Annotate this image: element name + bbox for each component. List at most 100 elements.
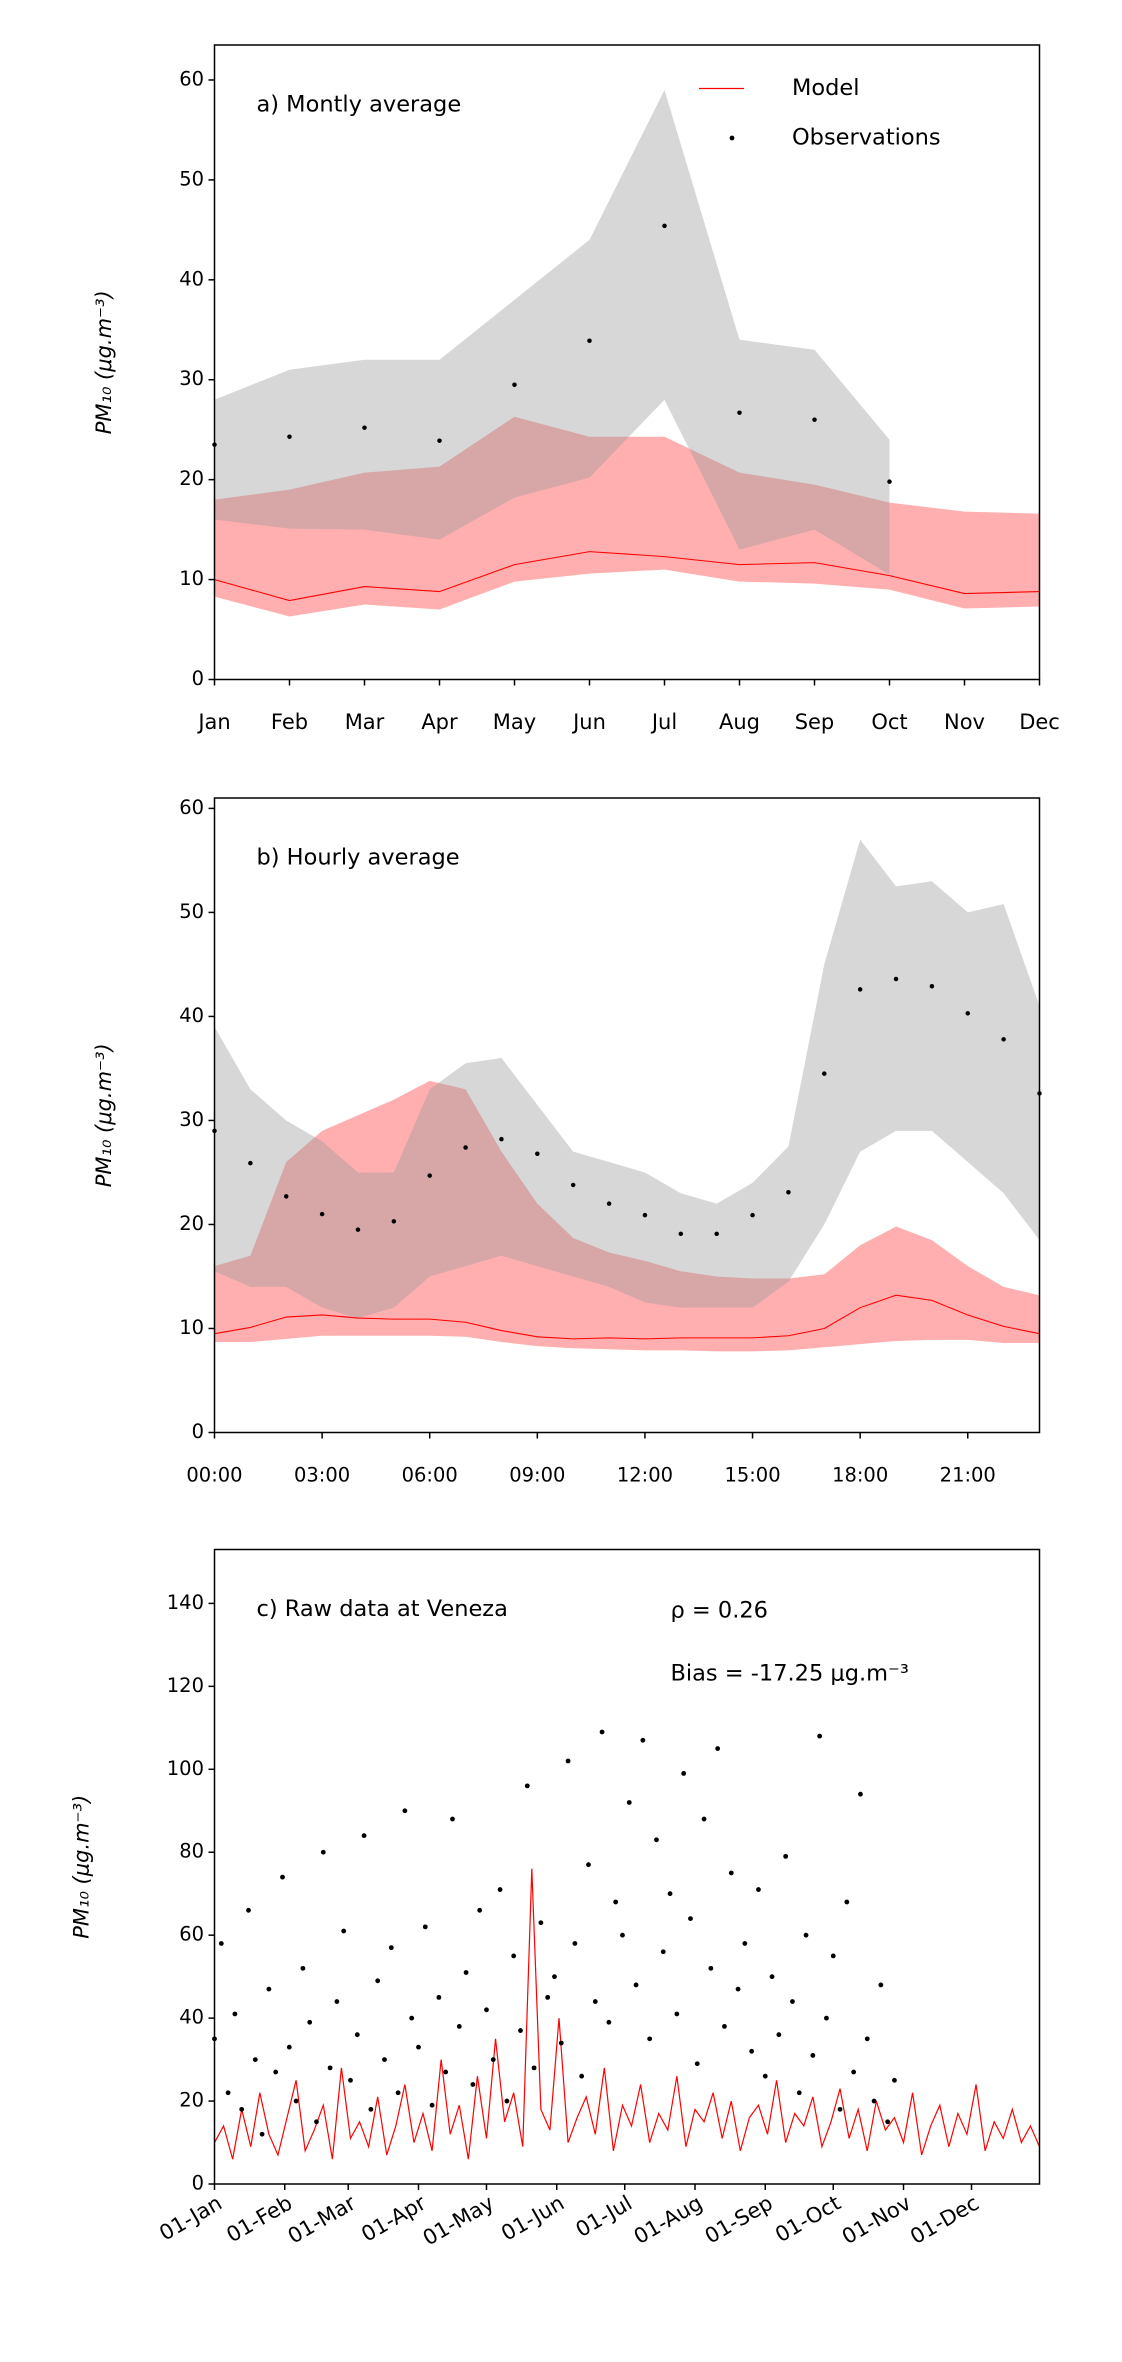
y-tick-label: 40 xyxy=(179,2006,204,2029)
y-tick-label: 120 xyxy=(167,1674,204,1697)
observation-point xyxy=(300,1965,306,1971)
observation-point xyxy=(1001,1037,1006,1042)
observation-point xyxy=(701,1816,707,1822)
observation-point xyxy=(786,1189,791,1195)
observation-point xyxy=(892,2077,897,2083)
observation-point xyxy=(878,1982,884,1988)
observation-point xyxy=(504,2098,510,2104)
observation-point xyxy=(893,976,899,982)
observation-point xyxy=(858,1791,863,1797)
observation-point xyxy=(642,1212,648,1218)
x-tick-label: 01-Dec xyxy=(906,2191,983,2249)
observation-point xyxy=(965,1011,971,1016)
observation-point xyxy=(803,1932,809,1938)
y-tick-label: 50 xyxy=(179,900,204,923)
observation-point xyxy=(531,2065,537,2071)
x-tick-label: Apr xyxy=(421,710,458,734)
observation-point xyxy=(246,1907,251,1913)
plot-frame xyxy=(213,44,1041,681)
observation-point xyxy=(545,1994,551,2000)
legend-point xyxy=(729,135,735,141)
y-tick-label: 80 xyxy=(179,1840,204,1863)
observation-point xyxy=(518,2028,523,2033)
x-tick-label: 01-May xyxy=(419,2191,498,2251)
x-tick-label: 01-Nov xyxy=(838,2191,915,2249)
observation-point xyxy=(280,1874,285,1880)
observation-point xyxy=(511,1953,517,1959)
observation-point xyxy=(443,2069,449,2075)
observation-point xyxy=(436,1994,442,2000)
observation-point xyxy=(750,1212,755,1218)
y-tick-label: 30 xyxy=(179,367,204,390)
x-tick-label: 01-Oct xyxy=(771,2191,845,2247)
x-tick-label: 09:00 xyxy=(509,1463,565,1486)
observation-point xyxy=(662,223,667,229)
observation-point xyxy=(674,2011,680,2017)
observation-point xyxy=(572,1941,578,1946)
y-axis-label: PM₁₀ (μg.m⁻³) xyxy=(69,1795,93,1939)
observation-point xyxy=(499,1136,504,1142)
x-tick-label: Dec xyxy=(1019,710,1060,734)
observation-point xyxy=(817,1733,823,1739)
observation-point xyxy=(470,2082,476,2087)
y-tick-label: 10 xyxy=(179,1316,204,1339)
panel: 0 10 20 30 40 50 60 00:00 03:00 06:00 09:00 12:00 15… xyxy=(92,796,1042,1486)
observation-point xyxy=(633,1982,639,1988)
observation-point xyxy=(929,984,935,989)
x-tick-label: Oct xyxy=(871,710,907,734)
observation-point xyxy=(273,2069,279,2075)
observation-point xyxy=(368,2106,374,2112)
observation-point xyxy=(640,1737,646,1743)
observation-point xyxy=(830,1953,836,1959)
y-tick-label: 10 xyxy=(179,567,204,590)
x-tick-label: 01-Apr xyxy=(357,2191,430,2247)
observation-point xyxy=(694,2061,700,2067)
observation-point xyxy=(391,1219,397,1224)
plot-frame xyxy=(213,1548,1041,2185)
x-tick-label: 15:00 xyxy=(724,1463,780,1486)
observation-point xyxy=(887,479,892,484)
observation-point xyxy=(427,1173,432,1178)
x-tick-label: 01-Feb xyxy=(222,2191,296,2248)
plot-frame xyxy=(213,797,1041,1434)
x-tick-label: 21:00 xyxy=(940,1463,996,1486)
observation-point xyxy=(293,2098,299,2104)
observation-point xyxy=(606,1201,612,1206)
observation-point xyxy=(822,1071,827,1076)
y-tick-label: 0 xyxy=(192,667,204,690)
observation-point xyxy=(565,1758,571,1764)
observation-point xyxy=(844,1899,850,1905)
observation-point xyxy=(248,1160,253,1166)
observation-point xyxy=(742,1941,748,1946)
observation-point xyxy=(232,2011,238,2017)
observation-point xyxy=(790,1999,795,2004)
y-tick-label: 40 xyxy=(179,1004,204,1027)
observation-point xyxy=(538,1920,544,1926)
y-axis-label: PM₁₀ (μg.m⁻³) xyxy=(92,1043,116,1187)
observation-point xyxy=(355,1227,361,1232)
y-tick-label: 60 xyxy=(179,1923,204,1946)
observation-point xyxy=(535,1151,540,1156)
model-line xyxy=(214,1294,1040,1340)
observation-point xyxy=(851,2069,857,2075)
observation-point xyxy=(437,438,442,443)
observation-point xyxy=(225,2090,231,2096)
observation-point xyxy=(463,1970,469,1975)
observation-point xyxy=(737,410,742,415)
observation-point xyxy=(728,1870,734,1876)
observation-point xyxy=(395,2090,401,2096)
x-tick-label: 12:00 xyxy=(617,1463,673,1486)
x-tick-label: 06:00 xyxy=(402,1463,458,1486)
legend-label: Observations xyxy=(792,124,941,150)
observation-point xyxy=(218,1941,224,1946)
x-tick-label: 03:00 xyxy=(294,1463,350,1486)
observation-point xyxy=(776,2032,782,2038)
observation-point xyxy=(239,2106,245,2112)
model-line xyxy=(213,1868,1041,2160)
y-tick-label: 0 xyxy=(192,2171,204,2194)
observation-point xyxy=(715,1746,721,1751)
observation-point xyxy=(382,2057,387,2062)
observation-point xyxy=(327,2065,333,2071)
observation-point xyxy=(422,1924,428,1930)
band xyxy=(214,416,1040,617)
